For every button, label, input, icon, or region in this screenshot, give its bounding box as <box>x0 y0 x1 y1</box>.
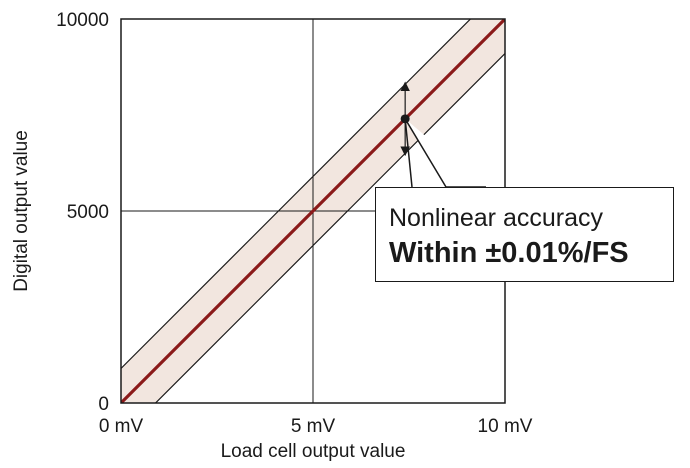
annotation-callout: Nonlinear accuracy Within ±0.01%/FS <box>375 187 674 282</box>
x-tick-label: 5 mV <box>291 416 336 437</box>
annotation-line-1: Nonlinear accuracy <box>389 204 603 232</box>
x-tick-label: 10 mV <box>478 416 533 437</box>
callout-leader-edge <box>404 118 413 188</box>
series-layer <box>121 19 505 403</box>
x-axis-title: Load cell output value <box>221 441 406 462</box>
series-line <box>121 19 505 403</box>
tick-labels: 0 mV 5 mV 10 mV 0 5000 10000 <box>56 10 533 437</box>
y-tick-label: 5000 <box>67 202 109 223</box>
annotation-line-2: Within ±0.01%/FS <box>389 237 629 269</box>
y-tick-label: 0 <box>98 394 109 415</box>
y-tick-label: 10000 <box>56 10 109 31</box>
x-tick-label: 0 mV <box>99 416 144 437</box>
data-marker-point <box>400 114 410 124</box>
y-axis-title: Digital output value <box>11 130 32 292</box>
